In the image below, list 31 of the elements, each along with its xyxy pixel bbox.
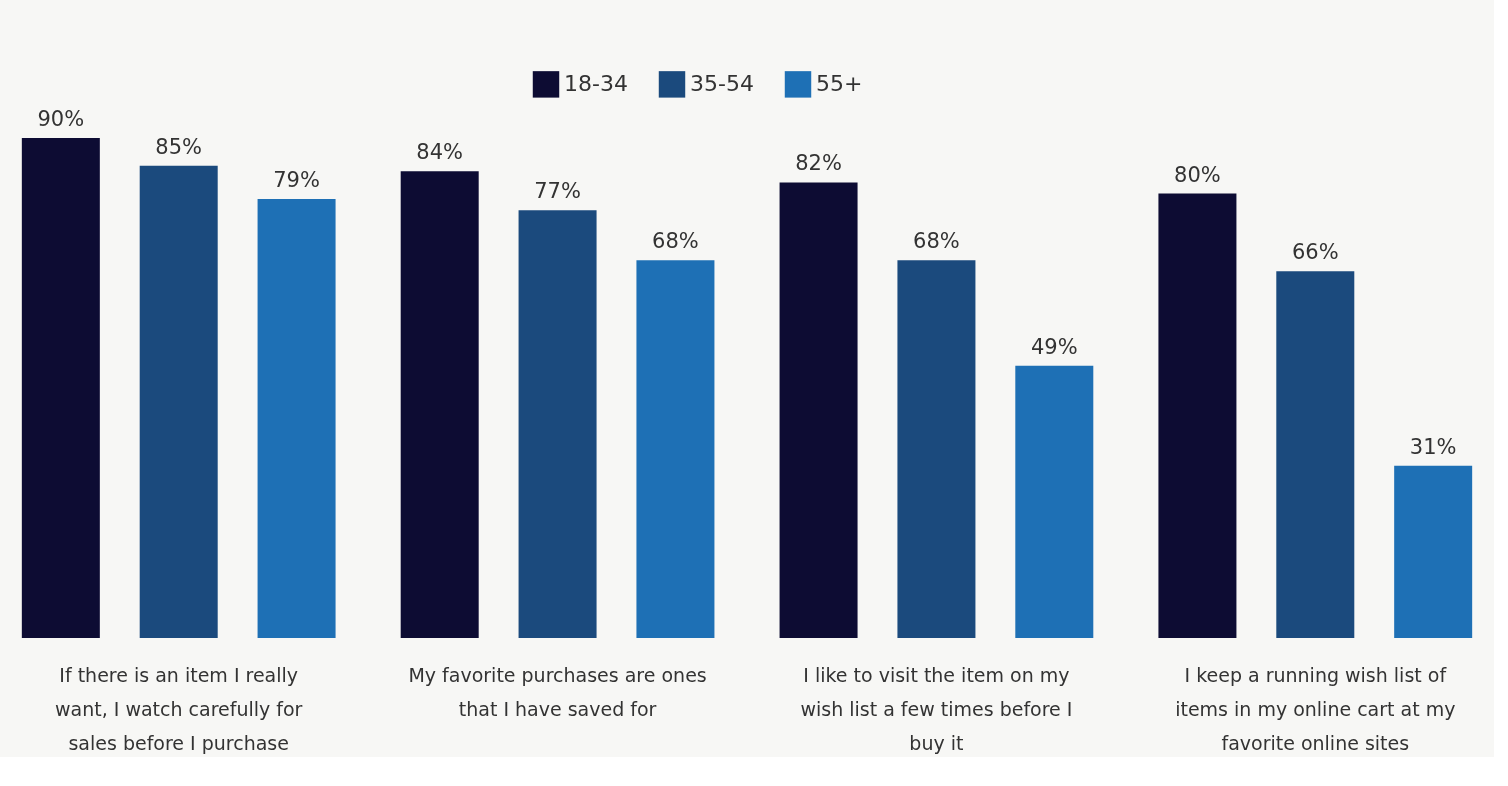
data-label: 80% bbox=[1174, 162, 1221, 187]
data-label: 82% bbox=[795, 151, 842, 176]
legend-label: 18-34 bbox=[564, 71, 628, 97]
bar bbox=[139, 165, 218, 638]
bar bbox=[636, 260, 715, 638]
data-label: 68% bbox=[913, 229, 960, 254]
legend-label: 35-54 bbox=[690, 71, 754, 97]
bar bbox=[518, 210, 597, 638]
data-label: 79% bbox=[273, 168, 320, 193]
bar bbox=[1158, 193, 1237, 638]
bar bbox=[779, 182, 858, 638]
data-label: 68% bbox=[652, 229, 699, 254]
data-label: 66% bbox=[1291, 240, 1339, 265]
bar bbox=[1276, 271, 1355, 638]
data-label: 90% bbox=[37, 107, 85, 131]
data-label: 77% bbox=[534, 179, 581, 204]
data-label: 84% bbox=[416, 140, 464, 165]
bar bbox=[1394, 465, 1473, 638]
bar bbox=[21, 138, 100, 638]
bar bbox=[897, 260, 976, 638]
x-tick-label: If there is an item I really want, I watch carefully for sales before I purchase bbox=[54, 663, 303, 754]
x-tick-label: I keep a running wish list of items in my online cart at my favorite online sites bbox=[1175, 663, 1456, 754]
legend-label: 55+ bbox=[816, 71, 863, 97]
bar bbox=[257, 199, 336, 638]
bar bbox=[400, 171, 479, 638]
data-label: 49% bbox=[1030, 334, 1078, 359]
x-tick-label: I like to visit the item on my wish list a few times before I buy it bbox=[800, 663, 1073, 754]
bar bbox=[1015, 365, 1094, 638]
x-tick-label: My favorite purchases are ones that I have saved for bbox=[408, 663, 707, 720]
data-label: 85% bbox=[155, 134, 203, 159]
data-label: 31% bbox=[1409, 434, 1457, 459]
